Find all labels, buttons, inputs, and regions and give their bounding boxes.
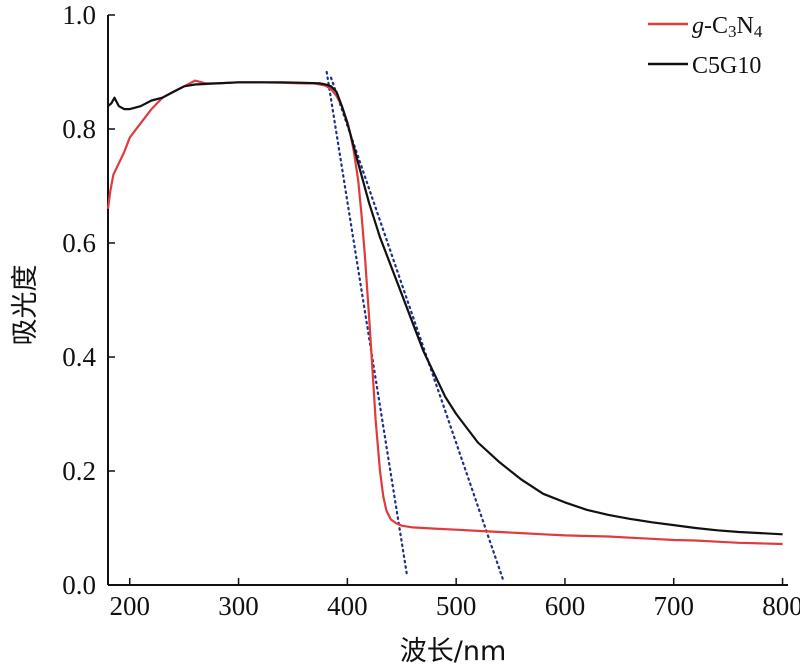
tangent-line [325,70,409,578]
x-tick-label: 700 [654,591,695,621]
x-tick-label: 500 [436,591,477,621]
legend: g-C3N4 C5G10 [648,13,763,79]
axes [107,15,788,586]
y-tick-label: 0.4 [62,342,96,372]
series-lines [106,79,783,546]
ticks: 200 300 400 500 600 700 800 0.0 0.2 0.4 0.6 0.8 1.0 [62,0,800,621]
series-line-g-c3n4 [106,79,783,546]
x-tick-label: 200 [110,591,151,621]
y-axis-title: 吸光度 [10,265,41,346]
tangent-line [329,76,505,581]
y-tick-label: 1.0 [62,0,96,30]
tangent-lines [325,70,505,581]
y-tick-label: 0.6 [62,228,96,258]
x-tick-label: 300 [218,591,259,621]
legend-label: g-C3N4 [692,13,763,41]
y-tick-label: 0.0 [62,570,96,600]
x-tick-label: 600 [545,591,586,621]
x-axis-title: 波长/nm [400,636,507,666]
y-tick-label: 0.2 [62,456,96,486]
y-tick-label: 0.8 [62,114,96,144]
series-line-c5g10 [107,81,783,536]
x-tick-label: 800 [762,591,800,621]
x-tick-label: 400 [327,591,368,621]
legend-label: C5G10 [692,53,761,79]
